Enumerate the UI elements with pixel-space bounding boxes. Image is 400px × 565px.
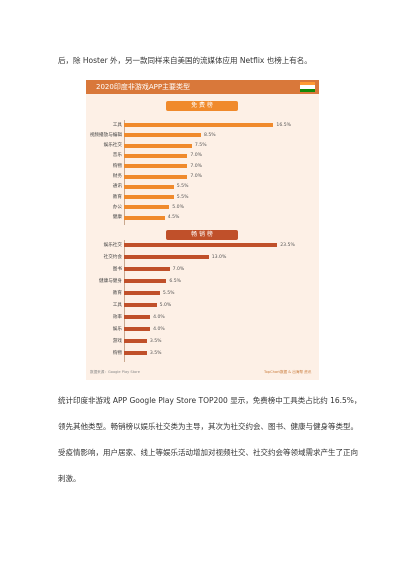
paragraph-line-3: 受疫情影响，用户居家、线上等娱乐活动增加对视频社交、社交约会等领域需求产生了正向: [58, 448, 358, 457]
chart-figure: 2020印度非游戏APP主要类型 免 费 榜 工具 16.5% 视频播放与编辑 8.5…: [86, 80, 319, 380]
free-list-value-label: 4.5%: [167, 215, 180, 221]
paragraph-line-4: 刺激。: [58, 474, 81, 483]
free-list-value-label: 5.0%: [172, 204, 184, 210]
free-list-value-label: 7.0%: [190, 163, 203, 169]
chart-brand: TopChart数据 & 出海帮 资讯: [264, 370, 312, 374]
grossing-list-bar: [124, 279, 167, 283]
free-list-value-label: 7.0%: [190, 174, 203, 179]
grossing-list-category-label: 效率: [112, 314, 122, 320]
grossing-list-bar: [124, 255, 209, 259]
free-list-bar: [124, 123, 274, 127]
free-list-category-label: 娱乐社交: [103, 143, 122, 149]
chart-banner: 2020印度非游戏APP主要类型: [86, 80, 319, 94]
india-flag-icon: [300, 82, 315, 92]
grossing-list-value-label: 23.5%: [280, 242, 295, 248]
grossing-list-bar: [124, 327, 151, 331]
free-list-value-label: 16.5%: [276, 122, 291, 128]
grossing-list-category-label: 购物: [112, 350, 122, 356]
grossing-list-value-label: 3.5%: [149, 350, 162, 356]
grossing-list-bar: [124, 303, 157, 307]
grossing-list-axis: [124, 240, 125, 362]
free-list-bar: [124, 143, 192, 148]
paragraph-line-2: 领先其他类型。畅销榜以娱乐社交类为主导，其次为社交约会、图书、健康与健身等类型。: [58, 422, 358, 431]
grossing-list-value-label: 13.0%: [211, 254, 227, 260]
free-list-category-label: 教育: [112, 194, 122, 200]
free-list-category-label: 视频播放与编辑: [89, 132, 122, 138]
grossing-list-category-label: 社交约会: [103, 254, 122, 260]
free-list-value-label: 8.5%: [203, 132, 216, 138]
grossing-list-category-label: 娱乐社交: [103, 242, 122, 248]
grossing-list-value-label: 3.5%: [149, 338, 162, 344]
free-list-category-label: 财务: [112, 174, 122, 179]
free-list-bar: [124, 164, 188, 169]
free-list-bar: [124, 205, 170, 210]
free-list-bar: [124, 195, 174, 200]
grossing-list-category-label: 游戏: [112, 338, 122, 344]
grossing-list-category-label: 图书: [112, 266, 122, 272]
grossing-list-category-label: 工具: [112, 302, 122, 308]
grossing-list-value-label: 4.0%: [153, 326, 165, 332]
free-list-category-label: 健康: [112, 215, 122, 221]
grossing-list-value-label: 5.0%: [159, 302, 172, 308]
grossing-list-label: 畅 销 榜: [166, 230, 238, 240]
free-list-value-label: 7.5%: [194, 143, 207, 149]
free-list-category-label: 办公: [112, 204, 122, 210]
free-list-label: 免 费 榜: [166, 101, 238, 111]
grossing-list-bar: [124, 351, 147, 355]
free-list-category-label: 通讯: [112, 184, 122, 190]
free-list-value-label: 5.5%: [176, 184, 189, 190]
free-list-axis: [124, 120, 125, 225]
free-list-bar: [124, 215, 165, 220]
free-list-value-label: 5.5%: [176, 194, 189, 200]
free-list-category-label: 购物: [112, 163, 122, 169]
free-list-category-label: 工具: [112, 122, 122, 128]
grossing-list-value-label: 7.0%: [172, 266, 185, 272]
grossing-list-bar: [124, 243, 278, 247]
chart-title: 2020印度非游戏APP主要类型: [96, 83, 191, 91]
intro-text: 后，除 Hoster 外，另一款同样来自美国的流媒体应用 Netflix 也榜上…: [58, 56, 312, 65]
free-list-value-label: 7.0%: [190, 153, 203, 159]
grossing-list-category-label: 健康与健身: [99, 278, 122, 284]
chart-source: 数据来源：Google Play Store: [90, 370, 140, 374]
grossing-list-value-label: 4.0%: [153, 314, 165, 320]
grossing-list-bar: [124, 267, 170, 271]
grossing-list-category-label: 娱乐: [112, 326, 122, 332]
free-list-bar: [124, 153, 188, 158]
free-list-bar: [124, 133, 201, 138]
grossing-list-category-label: 教育: [112, 290, 122, 296]
grossing-list-value-label: 6.5%: [169, 278, 182, 284]
free-list-bar: [124, 174, 188, 179]
paragraph-line-1: 统计印度非游戏 APP Google Play Store TOP200 显示，…: [58, 396, 362, 405]
grossing-list-value-label: 5.5%: [162, 290, 175, 296]
grossing-list-bar: [124, 339, 147, 343]
grossing-list-bar: [124, 291, 160, 295]
free-list-category-label: 音乐: [112, 153, 122, 159]
grossing-list-bar: [124, 315, 151, 319]
free-list-bar: [124, 184, 174, 189]
